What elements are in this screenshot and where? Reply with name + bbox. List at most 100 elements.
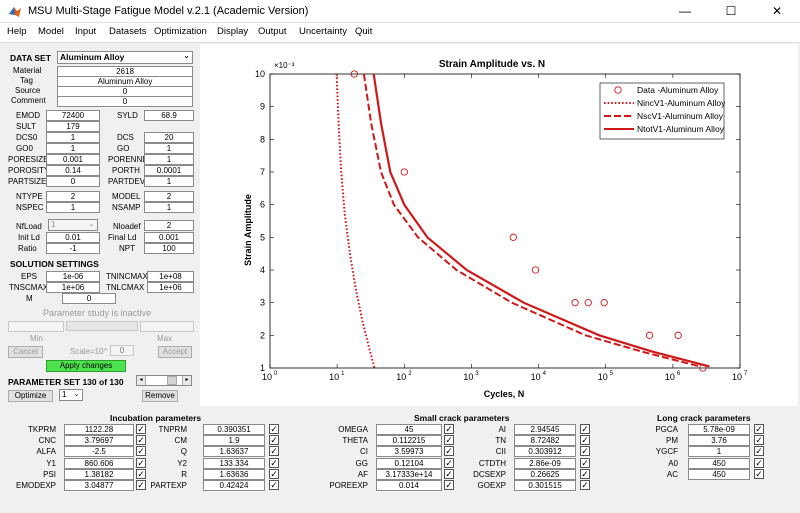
cancel-button[interactable]: Cancel [8,346,43,358]
fit-checkbox[interactable]: ✓ [444,424,454,434]
nloadef-field[interactable]: 2 [144,220,194,231]
param-field[interactable]: 0.42424 [203,480,265,491]
param-field[interactable]: 860.606 [64,457,134,469]
param-field[interactable]: 0.001 [46,154,100,165]
param-field[interactable]: 1 [46,202,100,213]
param-field[interactable]: 450 [688,457,750,469]
param-field[interactable]: 0.0001 [144,165,194,176]
param-field[interactable]: 1 [688,446,750,458]
fit-checkbox[interactable]: ✓ [444,457,454,468]
fit-checkbox[interactable]: ✓ [269,468,279,479]
param-field[interactable]: 5.78e-09 [688,424,750,435]
fit-checkbox[interactable]: ✓ [444,446,454,457]
param-field[interactable]: 1 [144,154,194,165]
tnincmax-field[interactable]: 1e+08 [147,271,194,282]
fit-checkbox[interactable]: ✓ [444,468,454,479]
menu-display[interactable]: Display [217,26,249,37]
tnscmax-field[interactable]: 1e+06 [46,282,100,293]
param-field[interactable]: 1 [46,143,100,154]
fit-checkbox[interactable]: ✓ [269,446,279,457]
param-field[interactable]: 68.9 [144,110,194,121]
param-field[interactable]: 3.79697 [64,435,134,447]
param-field[interactable]: 2.86e-09 [514,457,576,469]
menu-quit[interactable]: Quit [355,26,373,37]
minimize-button[interactable]: — [679,4,691,18]
param-field[interactable]: 8.72482 [514,435,576,447]
fit-checkbox[interactable]: ✓ [580,468,590,479]
parameter-set-select[interactable]: 1 ⌄ [59,389,83,401]
eps-field[interactable]: 1e-06 [46,271,100,282]
param-field[interactable]: 1.9 [203,435,265,447]
comment-field[interactable]: 0 [57,96,193,107]
param-field[interactable]: 0.112215 [376,435,442,447]
param-field[interactable]: 179 [46,121,100,132]
fit-checkbox[interactable]: ✓ [580,457,590,468]
param-field[interactable]: 0.14 [46,165,100,176]
fit-checkbox[interactable]: ✓ [136,424,146,434]
param-field[interactable]: 1 [144,143,194,154]
param-field[interactable]: 0.26625 [514,468,576,480]
fit-checkbox[interactable]: ✓ [136,468,146,479]
param-field[interactable]: 3.59973 [376,446,442,458]
fit-checkbox[interactable]: ✓ [444,435,454,446]
remove-button[interactable]: Remove [142,390,178,402]
fit-checkbox[interactable]: ✓ [269,435,279,446]
param-field[interactable]: 20 [144,132,194,143]
m-field[interactable]: 0 [62,293,116,304]
menu-uncertainty[interactable]: Uncertainty [299,26,348,37]
study-slider[interactable] [66,321,138,331]
fit-checkbox[interactable]: ✓ [444,480,454,490]
param-field[interactable]: 2 [46,191,100,202]
fit-checkbox[interactable]: ✓ [269,480,279,490]
fit-checkbox[interactable]: ✓ [269,424,279,434]
study-max-field[interactable] [140,321,194,332]
tnlcmax-field[interactable]: 1e+06 [147,282,194,293]
param-field[interactable]: 0.014 [376,480,442,491]
ratio-field[interactable]: -1 [46,243,100,254]
accept-button[interactable]: Accept [158,346,192,358]
param-field[interactable]: 2 [144,191,194,202]
param-field[interactable]: 0.12104 [376,457,442,469]
maximize-button[interactable]: ☐ [725,4,737,18]
optimize-button[interactable]: Optimize [8,390,53,402]
param-field[interactable]: 45 [376,424,442,435]
param-field[interactable]: 72400 [46,110,100,121]
slider-thumb[interactable] [167,376,177,385]
param-field[interactable]: 2.94545 [514,424,576,435]
close-button[interactable]: ✕ [771,4,783,18]
fit-checkbox[interactable]: ✓ [754,468,764,479]
slider-left-arrow-icon[interactable]: ◂ [137,376,146,385]
fit-checkbox[interactable]: ✓ [754,435,764,446]
menu-datasets[interactable]: Datasets [109,26,147,37]
fit-checkbox[interactable]: ✓ [136,457,146,468]
menu-output[interactable]: Output [258,26,287,37]
param-field[interactable]: -2.5 [64,446,134,458]
param-field[interactable]: 133.334 [203,457,265,469]
param-field[interactable]: 0 [46,176,100,187]
menu-help[interactable]: Help [7,26,27,37]
param-field[interactable]: 1122.28 [64,424,134,435]
fit-checkbox[interactable]: ✓ [136,435,146,446]
fit-checkbox[interactable]: ✓ [754,446,764,457]
param-field[interactable]: 0.390351 [203,424,265,435]
parameter-set-slider[interactable]: ◂ ▸ [136,375,192,386]
fit-checkbox[interactable]: ✓ [136,480,146,490]
slider-right-arrow-icon[interactable]: ▸ [182,376,191,385]
fit-checkbox[interactable]: ✓ [754,457,764,468]
param-field[interactable]: 450 [688,468,750,480]
scale-field[interactable]: 0 [110,345,134,356]
fit-checkbox[interactable]: ✓ [269,457,279,468]
param-field[interactable]: 3.17333e+14 [376,468,442,480]
study-min-field[interactable] [8,321,64,332]
param-field[interactable]: 1.63636 [203,468,265,480]
fit-checkbox[interactable]: ✓ [136,446,146,457]
fit-checkbox[interactable]: ✓ [580,435,590,446]
fit-checkbox[interactable]: ✓ [580,480,590,490]
nfload-select[interactable]: 1 ⌄ [48,219,98,231]
param-field[interactable]: 3.76 [688,435,750,447]
finalld-field[interactable]: 0.001 [144,232,194,243]
param-field[interactable]: 3.04877 [64,480,134,491]
npt-field[interactable]: 100 [144,243,194,254]
param-field[interactable]: 1.38182 [64,468,134,480]
param-field[interactable]: 1 [46,132,100,143]
